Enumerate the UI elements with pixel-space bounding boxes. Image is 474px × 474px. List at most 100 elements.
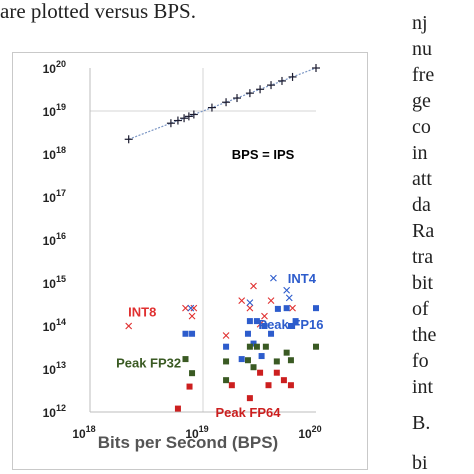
marker-int8: [250, 282, 257, 290]
marker-bps-ips: [173, 116, 182, 125]
text-fragment: bi: [412, 452, 428, 474]
marker-bps-ips: [267, 81, 276, 90]
y-tick-label: 1020: [43, 59, 66, 76]
text-fragment: fre: [412, 64, 435, 86]
label-layer: BPS = IPS INT8 INT4 Peak FP16 Peak FP32 Peak …: [116, 147, 323, 420]
marker-int8: [182, 304, 189, 312]
annotation-int8: INT8: [128, 304, 156, 319]
x-tick-label: 1020: [298, 424, 321, 441]
marker-peak-fp16: [292, 318, 299, 325]
marker-int8: [188, 312, 196, 320]
marker-peak-fp16: [287, 323, 294, 329]
text-fragment: co: [412, 116, 431, 138]
marker-bps-ips: [207, 103, 216, 112]
marker-peak-fp32: [223, 358, 230, 365]
marker-peak-fp32: [189, 370, 196, 377]
text-fragment: ge: [412, 90, 431, 112]
text-fragment: B.: [412, 412, 431, 434]
marker-peak-fp64: [186, 383, 193, 390]
axis-layer: 1012 1013 1014 1015 1016 1017 1018 1019 1020 1018…: [43, 59, 322, 441]
marker-bps-ips: [184, 112, 193, 121]
marker-peak-fp16: [283, 305, 290, 312]
caption-text: are plotted versus BPS.: [0, 0, 196, 23]
marker-peak-fp32: [262, 343, 269, 350]
text-fragment: int: [412, 376, 434, 398]
marker-bps-ips: [124, 135, 133, 144]
annotation-peak-fp16: Peak FP16: [258, 317, 323, 332]
marker-peak-fp32: [182, 356, 189, 363]
marker-peak-fp64: [228, 382, 235, 389]
marker-peak-fp64: [273, 369, 280, 376]
marker-peak-fp64: [287, 382, 294, 389]
marker-bps-ips: [245, 89, 254, 98]
marker-peak-fp16: [238, 356, 245, 363]
marker-peak-fp32: [313, 343, 319, 350]
y-tick-label: 1017: [43, 188, 66, 205]
marker-peak-fp16: [246, 318, 253, 325]
marker-peak-fp32: [246, 343, 253, 350]
marker-bps-ips: [166, 119, 175, 128]
x-axis-label: Bits per Second (BPS): [98, 433, 278, 452]
marker-int8: [238, 297, 246, 304]
annotation-peak-fp32: Peak FP32: [116, 356, 181, 371]
marker-peak-fp32: [273, 358, 280, 365]
marker-peak-fp16: [253, 318, 260, 325]
text-fragment: att: [412, 168, 432, 190]
marker-peak-fp32: [253, 343, 260, 350]
marker-peak-fp16: [313, 305, 319, 312]
marker-bps-ips: [312, 64, 320, 72]
marker-peak-fp32: [250, 364, 257, 371]
line-layer: [128, 67, 317, 140]
marker-int8: [267, 297, 275, 304]
marker-int4: [285, 294, 293, 302]
text-fragment: fo: [412, 350, 429, 372]
marker-peak-fp32: [223, 377, 230, 384]
annotation-bps-ips: BPS = IPS: [232, 147, 295, 162]
marker-bps-ips: [233, 94, 242, 103]
y-tick-label: 1018: [43, 145, 66, 162]
text-fragment: da: [412, 194, 431, 216]
marker-int4: [283, 286, 291, 294]
marker-peak-fp32: [283, 349, 290, 356]
marker-bps-ips: [277, 76, 286, 85]
series-line-bps-ips: [128, 67, 317, 140]
marker-peak-fp16: [261, 323, 268, 329]
marker-int4: [246, 299, 254, 306]
marker-int8: [190, 304, 198, 312]
marker-peak-fp64: [257, 369, 264, 376]
marker-bps-ips: [222, 98, 231, 107]
x-tick-label: 1018: [72, 424, 95, 441]
marker-peak-fp16: [244, 330, 251, 337]
marker-int8: [289, 304, 296, 312]
marker-peak-fp16: [189, 330, 196, 337]
chart-container: [12, 52, 368, 470]
annotation-int4: INT4: [288, 271, 317, 286]
marker-peak-fp32: [287, 357, 294, 364]
marker-int4: [187, 304, 195, 312]
y-tick-label: 1012: [43, 403, 66, 420]
marker-peak-fp16: [258, 353, 265, 360]
y-tick-label: 1014: [43, 317, 66, 334]
marker-peak-fp64: [174, 405, 181, 412]
marker-layer: [124, 64, 320, 412]
marker-peak-fp64: [265, 382, 272, 389]
text-fragment: the: [412, 324, 437, 346]
marker-peak-fp64: [280, 377, 287, 384]
x-tick-label: 1019: [185, 424, 208, 441]
right-column-text: nj nu fre ge co in att da Ra tra bit of …: [412, 0, 474, 474]
marker-int8: [222, 332, 230, 339]
marker-peak-fp16: [182, 330, 189, 337]
marker-peak-fp16: [268, 330, 275, 337]
marker-bps-ips: [180, 114, 189, 123]
annotation-peak-fp64: Peak FP64: [215, 405, 281, 420]
text-fragment: of: [412, 298, 429, 320]
marker-bps-ips: [256, 85, 265, 94]
marker-peak-fp16: [223, 343, 230, 350]
text-fragment: nj: [412, 12, 428, 34]
y-tick-label: 1015: [43, 274, 66, 291]
marker-peak-fp64: [246, 395, 253, 402]
marker-int8: [261, 312, 268, 320]
text-fragment: tra: [412, 246, 434, 268]
y-tick-label: 1013: [43, 360, 66, 377]
text-fragment: in: [412, 142, 428, 164]
